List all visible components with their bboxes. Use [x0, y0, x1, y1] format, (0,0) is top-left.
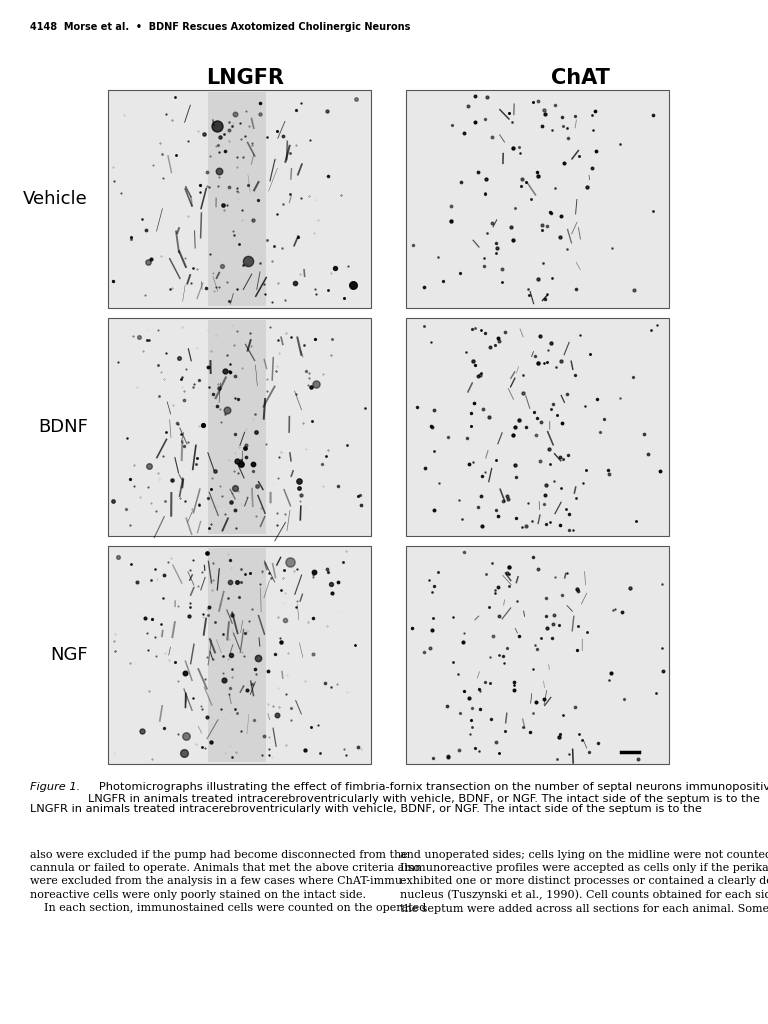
FancyBboxPatch shape: [406, 546, 669, 764]
FancyBboxPatch shape: [208, 319, 266, 534]
FancyBboxPatch shape: [208, 92, 266, 306]
Text: ChAT: ChAT: [551, 68, 610, 88]
Text: and unoperated sides; cells lying on the midline were not counted.
Immunoreactiv: and unoperated sides; cells lying on the…: [400, 850, 768, 913]
Text: NGF: NGF: [51, 646, 88, 664]
FancyBboxPatch shape: [406, 90, 669, 308]
Text: BDNF: BDNF: [38, 418, 88, 436]
Text: LNGFR in animals treated intracerebroventricularly with vehicle, BDNF, or NGF. T: LNGFR in animals treated intracerebroven…: [30, 804, 706, 814]
FancyBboxPatch shape: [406, 318, 669, 536]
FancyBboxPatch shape: [108, 318, 371, 536]
Text: also were excluded if the pump had become disconnected from the
cannula or faile: also were excluded if the pump had becom…: [30, 850, 426, 912]
FancyBboxPatch shape: [108, 546, 371, 764]
Text: LNGFR: LNGFR: [206, 68, 284, 88]
Text: Vehicle: Vehicle: [23, 190, 88, 208]
Text: 4148  Morse et al.  •  BDNF Rescues Axotomized Cholinergic Neurons: 4148 Morse et al. • BDNF Rescues Axotomi…: [30, 22, 410, 32]
Text: Figure 1.: Figure 1.: [30, 782, 80, 792]
FancyBboxPatch shape: [208, 548, 266, 762]
Text: Photomicrographs illustrating the effect of fimbria-fornix transection on the nu: Photomicrographs illustrating the effect…: [88, 782, 768, 804]
FancyBboxPatch shape: [108, 90, 371, 308]
